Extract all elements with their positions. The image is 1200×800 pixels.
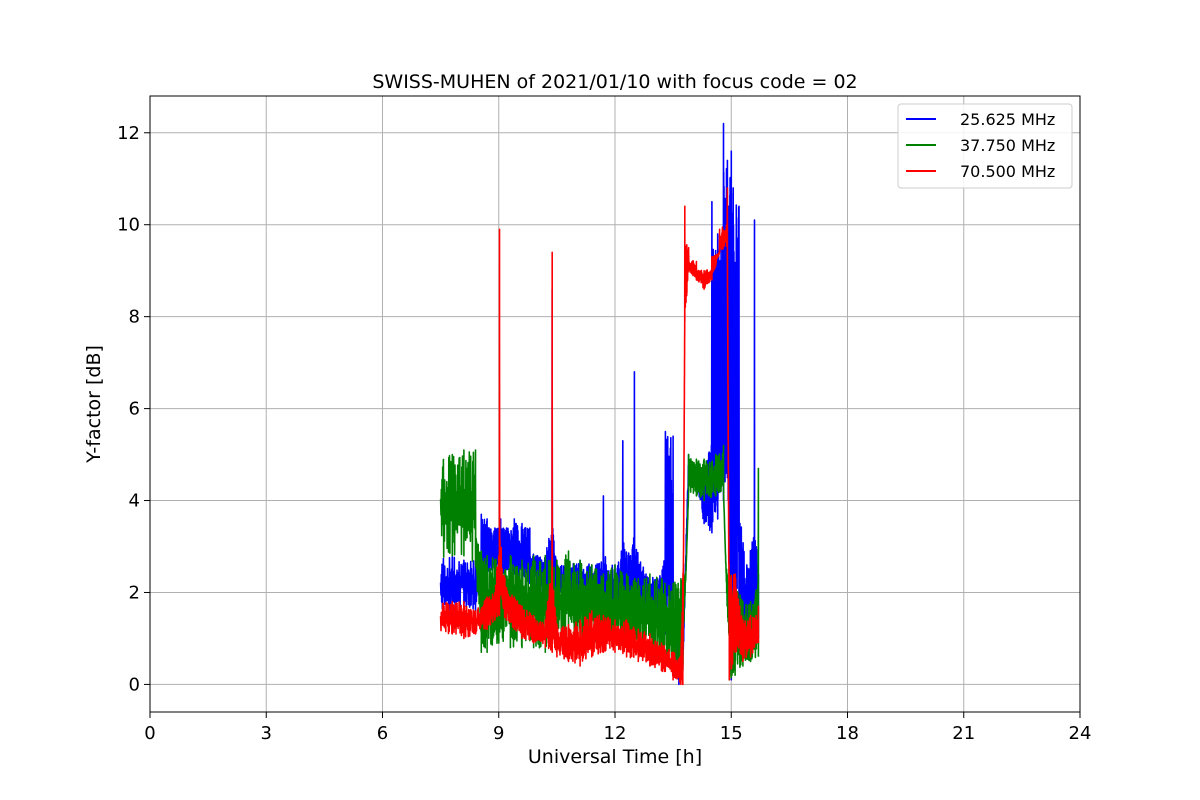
x-tick-label: 3	[261, 723, 272, 744]
series-2	[439, 187, 760, 686]
legend-box	[897, 103, 1073, 189]
x-axis-label: Universal Time [h]	[528, 746, 702, 768]
series-line	[439, 187, 760, 686]
x-tick-label: 0	[144, 723, 155, 744]
chart-title: SWISS-MUHEN of 2021/01/10 with focus cod…	[372, 71, 857, 93]
x-tick-label: 15	[720, 723, 743, 744]
legend-label: 25.625 MHz	[960, 110, 1055, 129]
legend-label: 37.750 MHz	[960, 136, 1055, 155]
y-tick-label: 8	[129, 307, 140, 328]
plot-series	[439, 122, 760, 686]
y-tick-label: 4	[129, 491, 140, 512]
y-tick-label: 0	[129, 674, 140, 695]
y-axis-label: Y-factor [dB]	[83, 345, 105, 464]
y-tick-label: 12	[117, 123, 140, 144]
x-tick-label: 12	[604, 723, 627, 744]
y-tick-label: 6	[129, 399, 140, 420]
x-tick-label: 18	[836, 723, 859, 744]
legend-label: 70.500 MHz	[960, 162, 1055, 181]
y-tick-label: 10	[117, 215, 140, 236]
x-tick-label: 6	[377, 723, 388, 744]
x-tick-label: 24	[1069, 723, 1092, 744]
x-tick-label: 9	[493, 723, 504, 744]
legend: 25.625 MHz 37.750 MHz 70.500 MHz	[897, 103, 1073, 189]
y-tick-label: 2	[129, 582, 140, 603]
x-tick-label: 21	[952, 723, 975, 744]
